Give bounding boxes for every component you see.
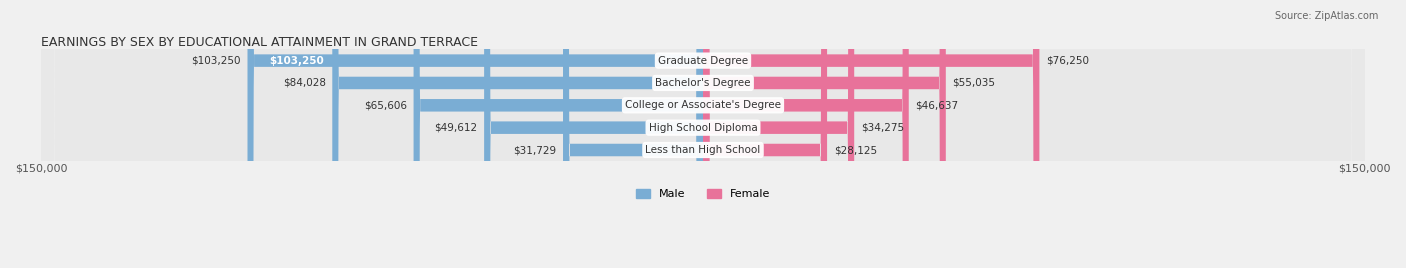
Text: High School Diploma: High School Diploma [648, 123, 758, 133]
FancyBboxPatch shape [703, 0, 827, 268]
Text: $31,729: $31,729 [513, 145, 557, 155]
Text: Bachelor's Degree: Bachelor's Degree [655, 78, 751, 88]
Text: Source: ZipAtlas.com: Source: ZipAtlas.com [1274, 11, 1378, 21]
Text: Less than High School: Less than High School [645, 145, 761, 155]
Text: EARNINGS BY SEX BY EDUCATIONAL ATTAINMENT IN GRAND TERRACE: EARNINGS BY SEX BY EDUCATIONAL ATTAINMEN… [41, 36, 478, 49]
FancyBboxPatch shape [41, 0, 1365, 268]
Text: $28,125: $28,125 [834, 145, 877, 155]
Text: $76,250: $76,250 [1046, 56, 1090, 66]
FancyBboxPatch shape [703, 0, 908, 268]
Text: Graduate Degree: Graduate Degree [658, 56, 748, 66]
Text: $84,028: $84,028 [283, 78, 326, 88]
FancyBboxPatch shape [703, 0, 946, 268]
Text: $103,250: $103,250 [191, 56, 240, 66]
FancyBboxPatch shape [41, 0, 1365, 268]
Text: $55,035: $55,035 [952, 78, 995, 88]
FancyBboxPatch shape [703, 0, 855, 268]
FancyBboxPatch shape [247, 0, 703, 268]
Text: $103,250: $103,250 [270, 56, 325, 66]
FancyBboxPatch shape [484, 0, 703, 268]
FancyBboxPatch shape [41, 0, 1365, 268]
FancyBboxPatch shape [562, 0, 703, 268]
FancyBboxPatch shape [41, 0, 1365, 268]
FancyBboxPatch shape [332, 0, 703, 268]
FancyBboxPatch shape [413, 0, 703, 268]
Text: $49,612: $49,612 [434, 123, 478, 133]
Legend: Male, Female: Male, Female [631, 184, 775, 204]
Text: $46,637: $46,637 [915, 100, 959, 110]
FancyBboxPatch shape [41, 0, 1365, 268]
Text: College or Associate's Degree: College or Associate's Degree [626, 100, 780, 110]
Text: $34,275: $34,275 [860, 123, 904, 133]
Text: $65,606: $65,606 [364, 100, 406, 110]
FancyBboxPatch shape [703, 0, 1039, 268]
